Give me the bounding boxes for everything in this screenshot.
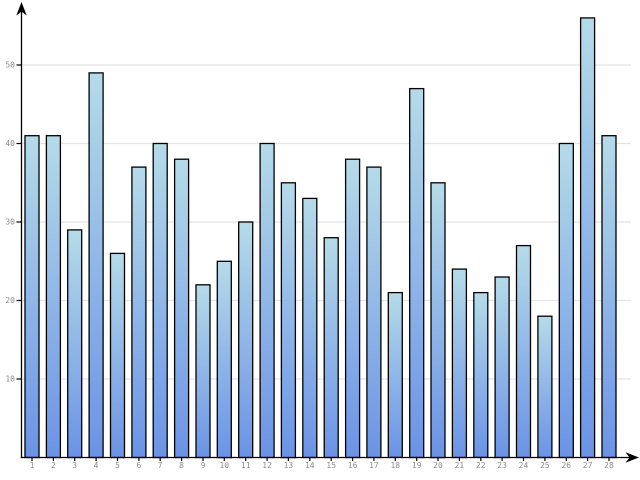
x-tick-label: 2 bbox=[51, 461, 56, 470]
bar bbox=[45, 135, 62, 459]
x-tick-label: 25 bbox=[540, 461, 550, 470]
x-tick-label: 8 bbox=[179, 461, 184, 470]
x-tick-label: 13 bbox=[284, 461, 294, 470]
x-tick-label: 7 bbox=[158, 461, 163, 470]
bar bbox=[601, 135, 617, 459]
bar bbox=[451, 268, 468, 459]
bar bbox=[387, 291, 403, 459]
x-tick-label: 3 bbox=[72, 461, 77, 470]
x-tick-label: 12 bbox=[262, 461, 272, 470]
x-tick-label: 11 bbox=[241, 461, 251, 470]
bar bbox=[195, 284, 211, 459]
bar bbox=[558, 142, 574, 459]
bar bbox=[409, 87, 425, 459]
y-tick-label: 50 bbox=[5, 61, 15, 70]
y-tick-label: 20 bbox=[5, 296, 15, 305]
x-tick-label: 1 bbox=[30, 461, 35, 470]
x-tick-label: 27 bbox=[583, 461, 593, 470]
x-tick-label: 21 bbox=[455, 461, 465, 470]
y-tick-label: 40 bbox=[5, 139, 15, 148]
bar bbox=[430, 182, 446, 459]
x-tick-label: 23 bbox=[497, 461, 507, 470]
x-tick-label: 9 bbox=[201, 461, 206, 470]
x-tick-label: 18 bbox=[390, 461, 400, 470]
bar bbox=[323, 237, 339, 459]
x-tick-label: 26 bbox=[561, 461, 571, 470]
bar bbox=[280, 182, 297, 459]
bar bbox=[537, 315, 553, 459]
x-axis-arrow-icon bbox=[625, 452, 639, 463]
bar bbox=[579, 17, 596, 459]
x-tick-label: 15 bbox=[326, 461, 336, 470]
x-tick-label: 28 bbox=[604, 461, 614, 470]
bar bbox=[67, 229, 83, 459]
y-tick-label: 10 bbox=[5, 375, 15, 384]
x-tick-label: 24 bbox=[519, 461, 529, 470]
x-tick-label: 20 bbox=[433, 461, 443, 470]
bar bbox=[344, 158, 361, 459]
y-axis-arrow-icon bbox=[16, 2, 27, 16]
bar bbox=[473, 291, 489, 459]
bar bbox=[88, 72, 104, 459]
bar bbox=[131, 166, 147, 459]
bar bbox=[238, 221, 254, 459]
bar bbox=[494, 276, 510, 459]
bar bbox=[109, 252, 126, 459]
x-tick-label: 19 bbox=[412, 461, 422, 470]
x-tick-label: 10 bbox=[219, 461, 229, 470]
bar bbox=[173, 158, 190, 459]
x-tick-label: 16 bbox=[348, 461, 358, 470]
bar bbox=[152, 142, 168, 459]
x-tick-label: 5 bbox=[115, 461, 120, 470]
y-tick-label: 30 bbox=[5, 218, 15, 227]
x-tick-label: 22 bbox=[476, 461, 486, 470]
bar bbox=[216, 260, 232, 459]
bar bbox=[259, 142, 275, 459]
x-tick-label: 6 bbox=[136, 461, 141, 470]
x-tick-label: 4 bbox=[94, 461, 99, 470]
bar bbox=[302, 197, 318, 459]
bar bbox=[24, 135, 40, 459]
bar bbox=[366, 166, 382, 459]
x-tick-label: 14 bbox=[305, 461, 315, 470]
x-tick-label: 17 bbox=[369, 461, 379, 470]
bar bbox=[515, 244, 532, 459]
